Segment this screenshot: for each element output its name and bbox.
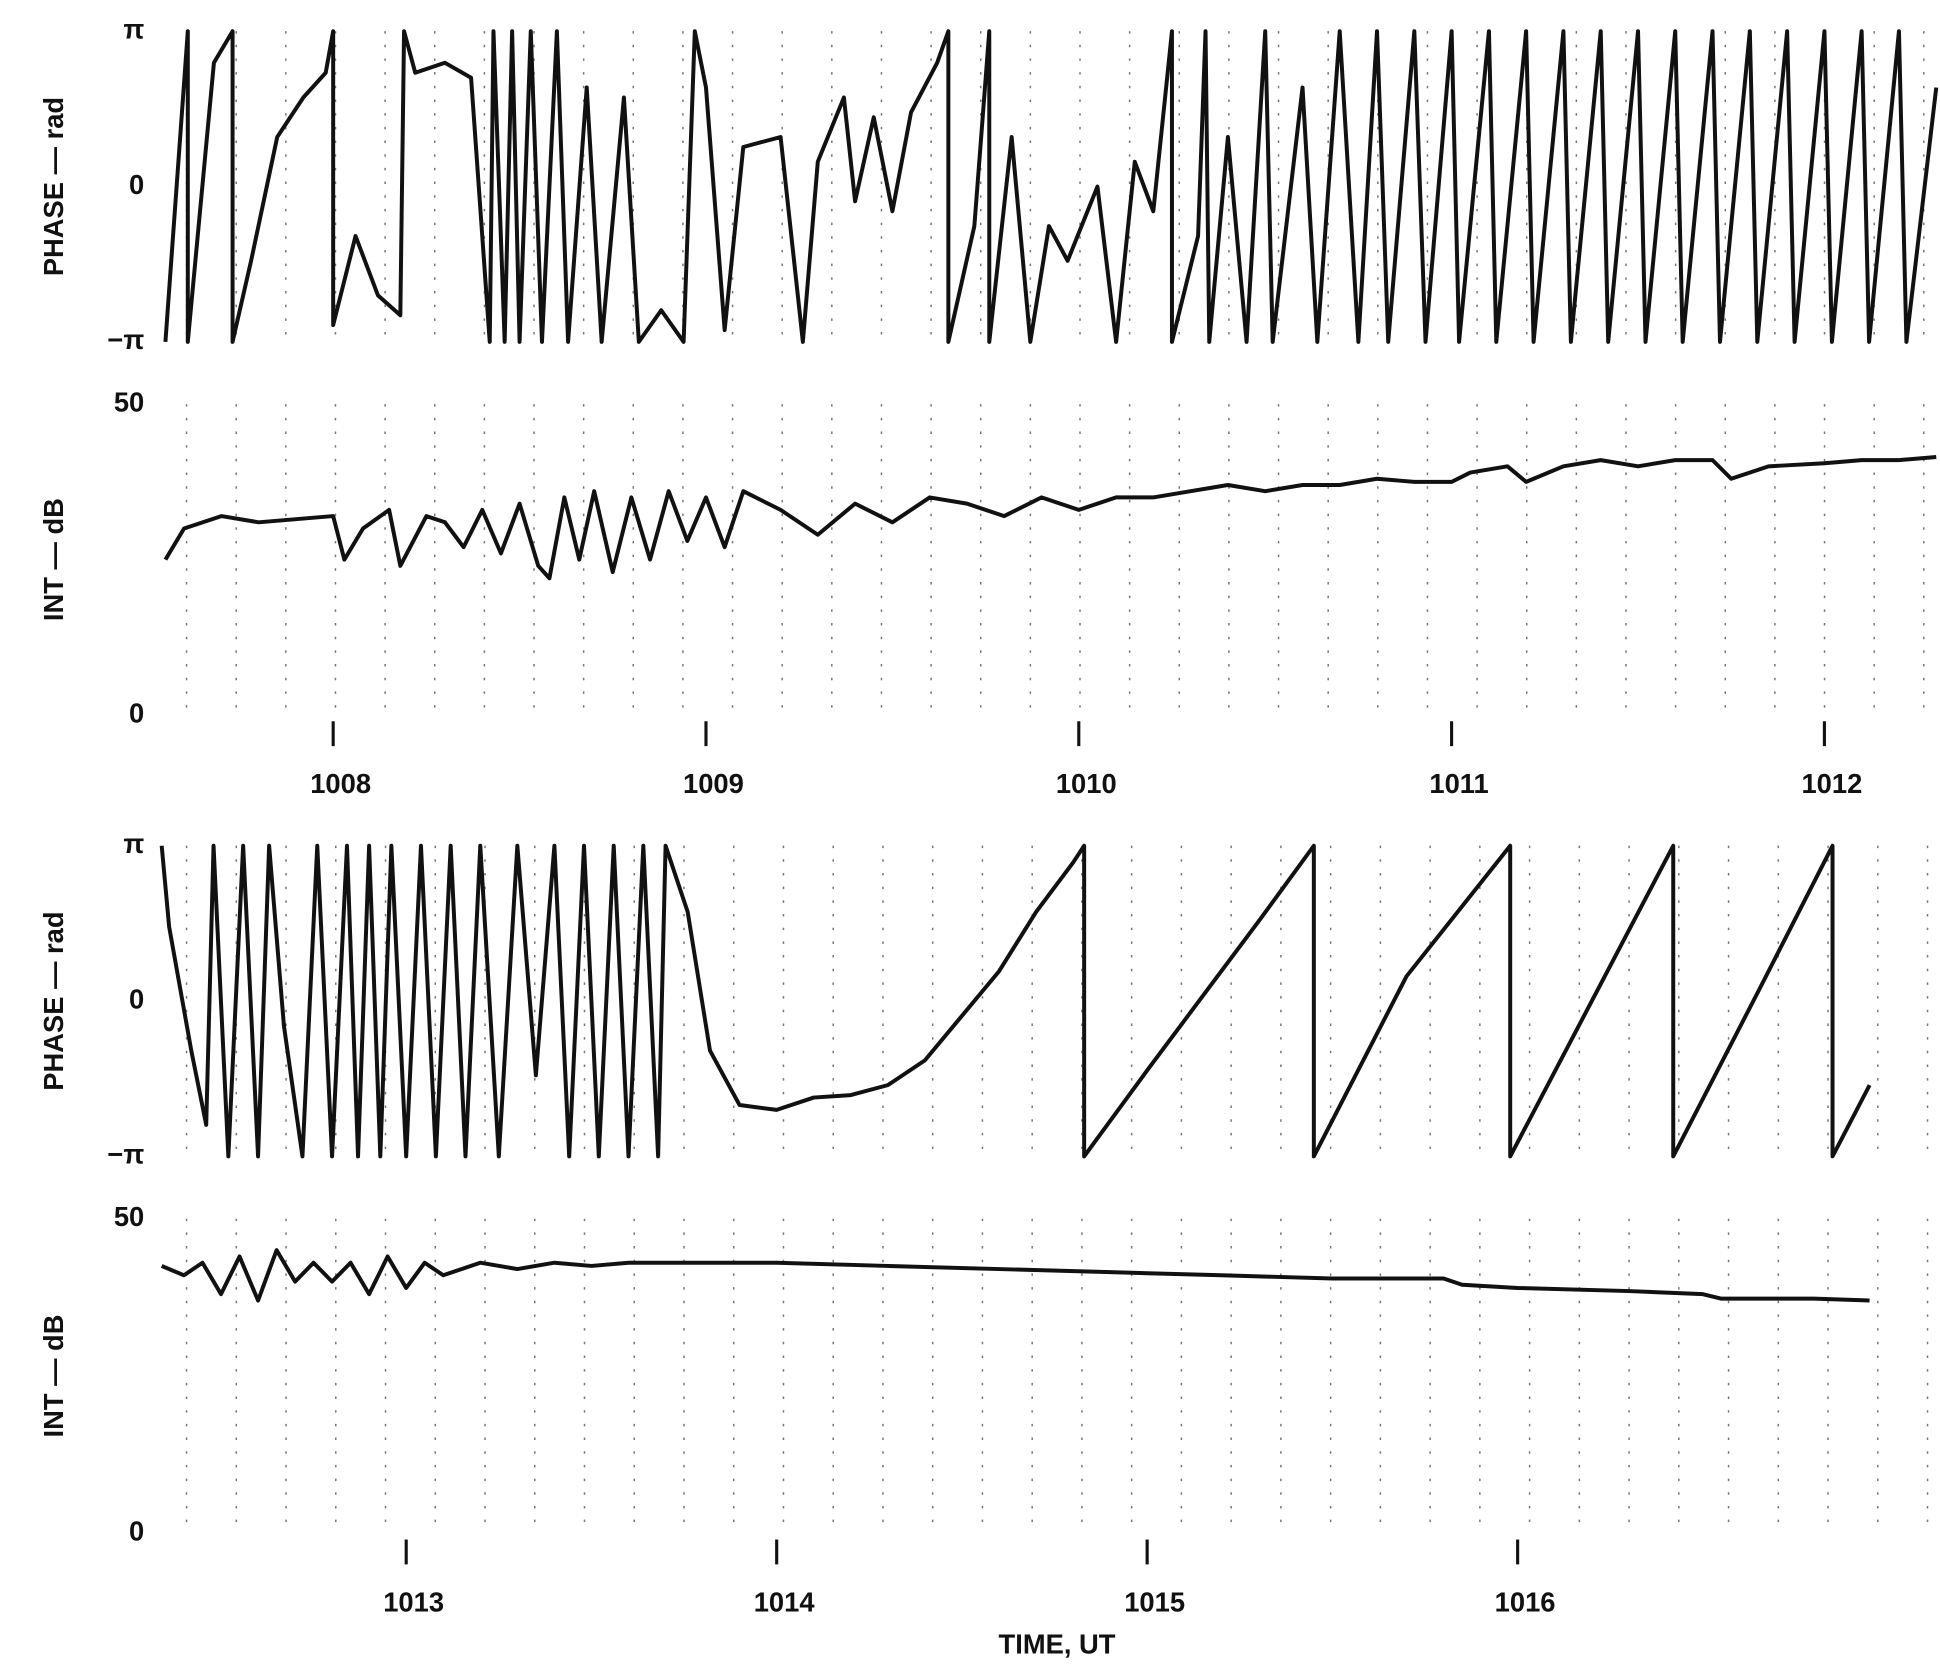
data-line (159, 843, 1872, 1159)
y-tick-label: π (123, 13, 144, 44)
data-line (163, 29, 1939, 344)
y-axis-label: PHASE — rad (38, 97, 69, 276)
y-tick-label: −π (107, 1139, 144, 1170)
x-tick-label: 1009 (683, 768, 744, 799)
y-axis-label: INT — dB (38, 1314, 69, 1437)
x-tick-label: 1008 (310, 768, 371, 799)
y-tick-label: 0 (129, 983, 144, 1014)
x-tick-label: 1012 (1801, 768, 1862, 799)
y-tick-label: 0 (129, 697, 144, 728)
x-tick-label: 1011 (1429, 768, 1488, 799)
y-tick-label: π (123, 828, 144, 859)
x-tick-label: 1010 (1056, 768, 1117, 799)
y-tick-label: 50 (114, 386, 144, 417)
x-tick-label: 1014 (754, 1586, 816, 1617)
y-axis-label: INT — dB (38, 498, 69, 621)
x-axis-label: TIME, UT (999, 1629, 1116, 1660)
y-tick-label: 0 (129, 169, 144, 200)
data-line (163, 455, 1937, 581)
y-tick-label: 0 (129, 1516, 144, 1547)
x-tick-label: 1015 (1124, 1586, 1185, 1617)
data-line (160, 1248, 1870, 1303)
y-tick-label: 50 (114, 1201, 144, 1232)
x-tick-label: 1013 (383, 1586, 444, 1617)
y-axis-label: PHASE — rad (38, 911, 69, 1090)
x-tick-label: 1016 (1495, 1586, 1556, 1617)
y-tick-label: −π (107, 324, 144, 355)
